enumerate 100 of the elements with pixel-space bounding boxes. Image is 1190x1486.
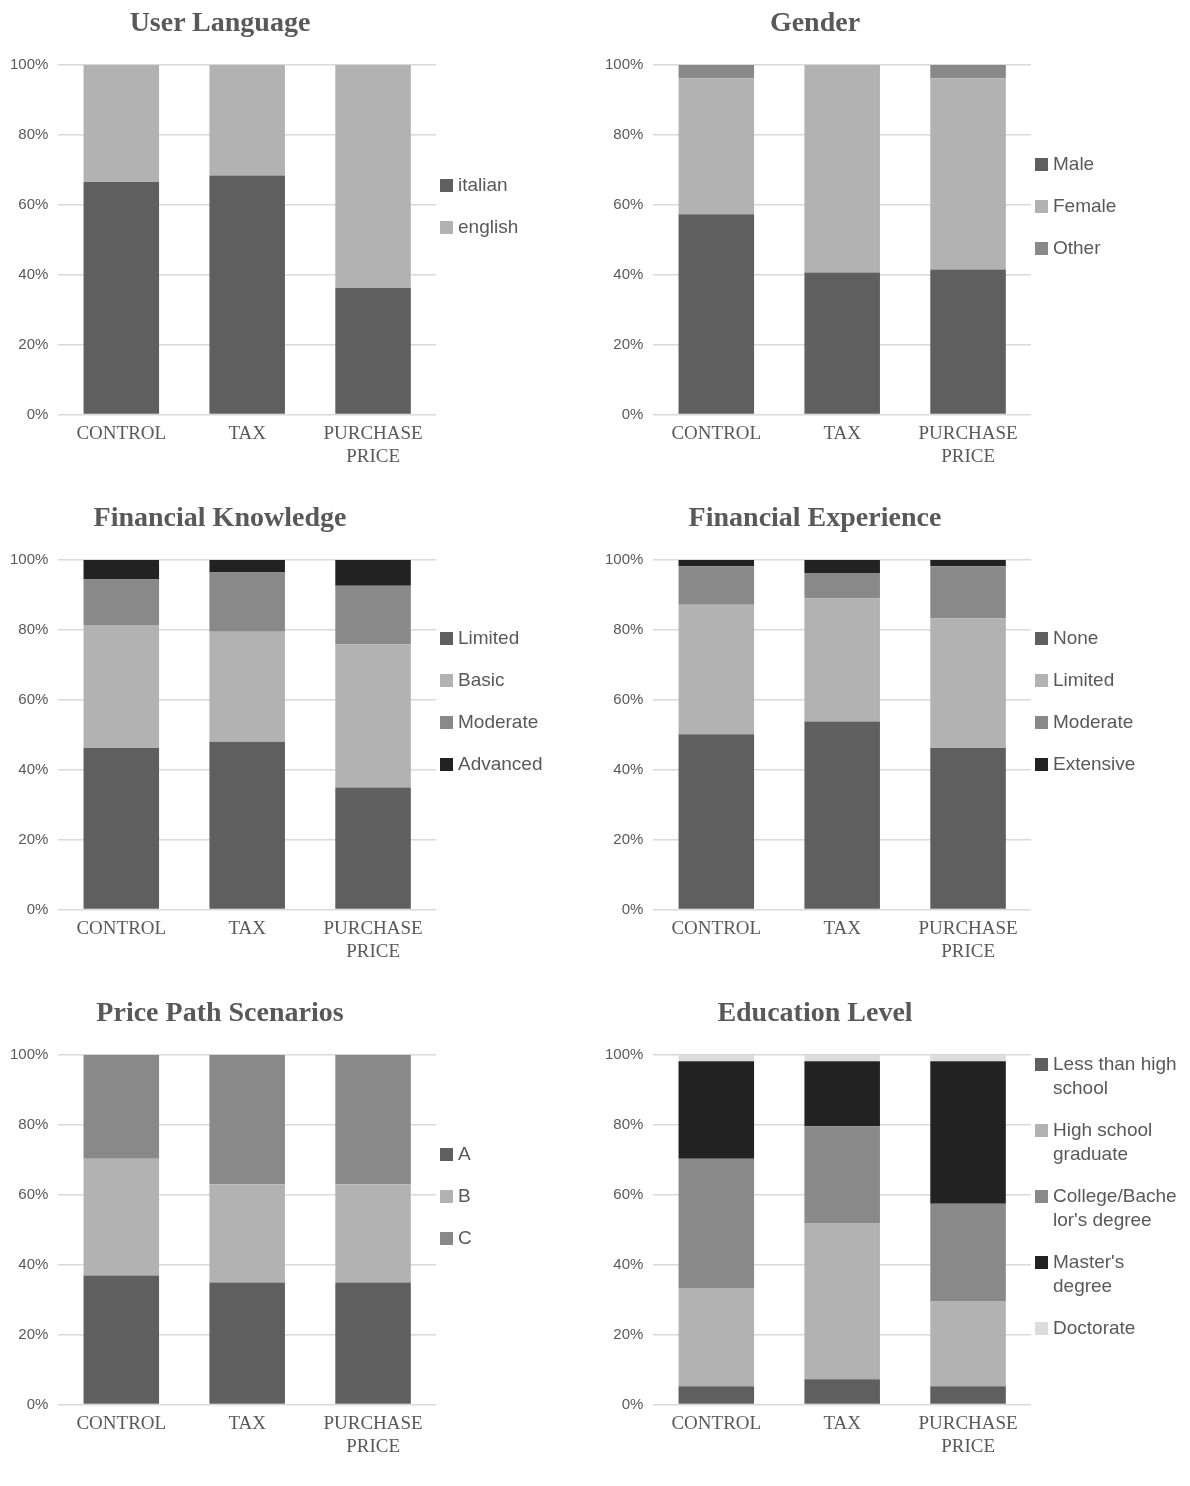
bar [83, 579, 160, 625]
y-tick-label: 80% [18, 125, 49, 143]
legend-label: Doctorate [1053, 1316, 1136, 1340]
y-tick-label: 20% [613, 334, 644, 352]
bar [83, 65, 160, 183]
legend-label: Extensive [1053, 752, 1136, 776]
bar [83, 560, 160, 580]
chart-title: User Language [128, 6, 312, 39]
legend-label: Master's degree [1053, 1250, 1126, 1298]
x-tick-label: CONTROL [671, 916, 762, 938]
y-tick-label: 100% [9, 550, 49, 568]
x-tick-label: TAX [823, 916, 862, 938]
legend-label: Limited [458, 626, 520, 650]
x-tick-label: PURCHASE PRICE [918, 1411, 1018, 1456]
y-tick-label: 40% [613, 1254, 644, 1272]
y-tick-label: 40% [613, 264, 644, 282]
bar [335, 644, 411, 788]
bar [930, 560, 1006, 567]
y-tick-label: 40% [18, 759, 49, 777]
bar [678, 214, 755, 414]
bar [678, 604, 755, 735]
legend-label: High school graduate [1053, 1118, 1154, 1166]
bar [678, 734, 755, 909]
legend-label: B [458, 1184, 471, 1208]
bar [335, 65, 411, 288]
bar [930, 1203, 1006, 1301]
y-tick-label: 100% [604, 1045, 644, 1063]
bar [804, 721, 880, 909]
bar [678, 566, 755, 605]
y-tick-label: 20% [18, 1324, 49, 1342]
bar [930, 269, 1006, 414]
bar [804, 1126, 880, 1224]
chart-title: Education Level [716, 996, 914, 1029]
bar [678, 1158, 755, 1289]
bar [209, 65, 285, 176]
legend-label: Moderate [458, 710, 539, 734]
x-tick-label: PURCHASE PRICE [918, 421, 1018, 466]
x-tick-label: TAX [228, 916, 267, 938]
y-tick-label: 80% [613, 620, 644, 638]
bar [83, 1275, 160, 1404]
y-tick-label: 20% [613, 1324, 644, 1342]
bar [930, 1386, 1006, 1404]
bar [83, 1158, 160, 1276]
bar [335, 1184, 411, 1283]
chart-title: Financial Knowledge [92, 501, 348, 534]
y-tick-label: 60% [18, 1184, 49, 1202]
y-tick-label: 60% [18, 689, 49, 707]
bar [209, 631, 285, 742]
y-tick-label: 20% [18, 334, 49, 352]
bar [83, 624, 160, 748]
x-tick-label: TAX [228, 1411, 267, 1433]
legend-label: None [1053, 626, 1099, 650]
bar [930, 65, 1006, 79]
legend-label: Basic [458, 668, 505, 692]
y-tick-label: 100% [604, 550, 644, 568]
bar [335, 1282, 411, 1404]
y-tick-label: 0% [621, 1394, 644, 1412]
x-tick-label: TAX [823, 421, 862, 443]
x-tick-label: TAX [823, 1411, 862, 1433]
bar [804, 572, 880, 599]
bar [335, 585, 411, 645]
bar [804, 65, 880, 273]
bar [930, 566, 1006, 619]
bar [678, 560, 755, 567]
y-tick-label: 0% [26, 899, 49, 917]
bar [209, 741, 285, 909]
legend-label: Male [1053, 152, 1095, 176]
bar [335, 287, 411, 414]
y-tick-label: 0% [621, 899, 644, 917]
y-tick-label: 0% [26, 404, 49, 422]
y-tick-label: 60% [613, 194, 644, 212]
y-tick-label: 20% [18, 829, 49, 847]
legend-label: Other [1053, 236, 1101, 260]
y-tick-label: 40% [613, 759, 644, 777]
y-tick-label: 0% [621, 404, 644, 422]
bar [335, 787, 411, 909]
bar [930, 618, 1006, 748]
y-tick-label: 80% [18, 1115, 49, 1133]
legend-label: A [458, 1142, 471, 1166]
bar [209, 175, 285, 414]
bar [335, 1055, 411, 1185]
legend-label: italian [458, 173, 508, 197]
x-tick-label: PURCHASE PRICE [323, 1411, 423, 1456]
x-tick-label: PURCHASE PRICE [918, 916, 1018, 961]
x-tick-label: CONTROL [671, 421, 762, 443]
y-tick-label: 80% [18, 620, 49, 638]
bar [83, 747, 160, 909]
bar [804, 1223, 880, 1380]
y-tick-label: 100% [9, 1045, 49, 1063]
bar [930, 78, 1006, 270]
bar [678, 1288, 755, 1387]
bar [678, 1061, 755, 1159]
bar [83, 1055, 160, 1159]
bar [209, 1055, 285, 1185]
y-tick-label: 0% [26, 1394, 49, 1412]
bar [209, 1282, 285, 1404]
bar [209, 1184, 285, 1283]
bar [804, 1379, 880, 1404]
y-tick-label: 60% [613, 1184, 644, 1202]
x-tick-label: CONTROL [671, 1411, 762, 1433]
